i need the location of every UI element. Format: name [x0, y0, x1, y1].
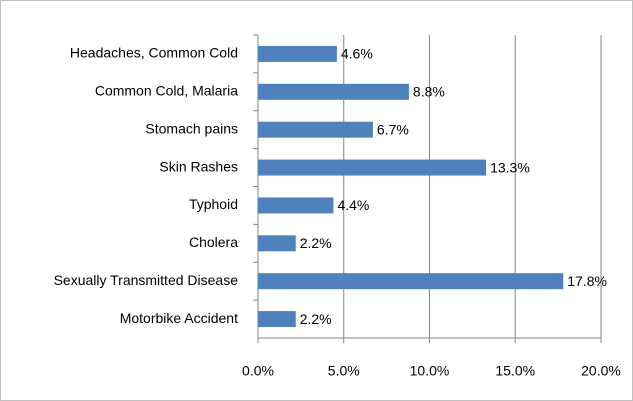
data-label: 17.8% [567, 273, 607, 289]
bar [258, 273, 564, 290]
x-tick-label: 10.0% [410, 363, 450, 379]
bar [258, 45, 337, 62]
data-label: 4.6% [341, 46, 373, 62]
bar [258, 159, 487, 176]
x-tick-label: 5.0% [328, 363, 360, 379]
y-tick-label: Typhoid [189, 196, 238, 212]
x-tick-label: 20.0% [581, 363, 621, 379]
data-label: 4.4% [337, 197, 369, 213]
y-tick-label: Motorbike Accident [120, 310, 238, 326]
data-label: 2.2% [300, 235, 332, 251]
data-label: 2.2% [300, 311, 332, 327]
bar [258, 235, 296, 252]
data-label: 13.3% [490, 159, 530, 175]
data-label: 8.8% [413, 84, 445, 100]
x-tick-label: 15.0% [495, 363, 535, 379]
bar [258, 121, 373, 138]
x-tick-label: 0.0% [242, 363, 274, 379]
data-label: 6.7% [377, 121, 409, 137]
y-tick-label: Stomach pains [145, 120, 238, 136]
y-tick-label: Common Cold, Malaria [95, 83, 238, 99]
y-tick-label: Skin Rashes [159, 158, 238, 174]
y-tick-label: Cholera [189, 234, 238, 250]
bar [258, 311, 296, 328]
y-tick-label: Sexually Transmitted Disease [54, 272, 239, 288]
bar [258, 83, 409, 100]
bar [258, 197, 334, 214]
y-tick-label: Headaches, Common Cold [70, 45, 238, 61]
